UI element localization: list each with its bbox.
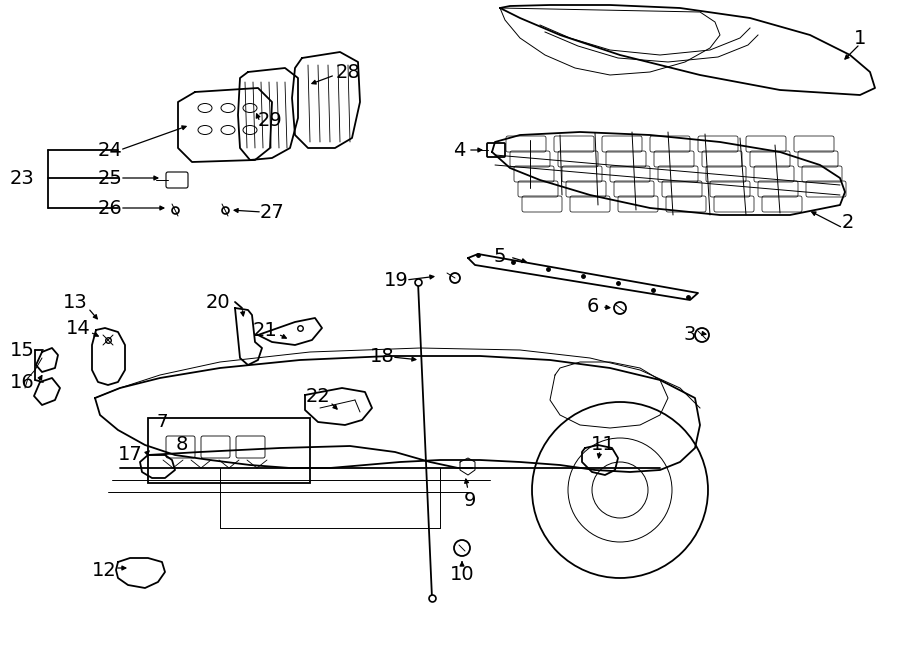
Text: 25: 25 (97, 169, 122, 188)
Text: 16: 16 (10, 373, 34, 391)
Text: 5: 5 (494, 247, 506, 266)
Text: 19: 19 (383, 270, 409, 290)
Text: 20: 20 (206, 293, 230, 311)
Text: 22: 22 (306, 387, 330, 407)
Text: 8: 8 (176, 436, 188, 455)
Text: 13: 13 (63, 293, 87, 311)
Text: 17: 17 (118, 446, 142, 465)
Text: 12: 12 (92, 561, 116, 580)
Text: 2: 2 (842, 212, 854, 231)
Text: 24: 24 (97, 141, 122, 159)
Text: 7: 7 (157, 413, 167, 431)
Text: 6: 6 (587, 297, 599, 317)
Text: 18: 18 (370, 348, 394, 366)
Text: 26: 26 (97, 198, 122, 217)
Text: 23: 23 (10, 169, 34, 188)
Text: 4: 4 (453, 141, 465, 159)
Text: 14: 14 (66, 319, 90, 338)
Text: 21: 21 (253, 321, 277, 340)
Text: 9: 9 (464, 490, 476, 510)
Text: 3: 3 (684, 325, 697, 344)
Text: 1: 1 (854, 28, 866, 48)
Text: 28: 28 (336, 63, 360, 81)
Text: 10: 10 (450, 564, 474, 584)
Text: 15: 15 (10, 340, 34, 360)
Text: 11: 11 (590, 434, 616, 453)
Bar (148, 418, 310, 483)
Text: 27: 27 (259, 202, 284, 221)
Text: 29: 29 (257, 110, 283, 130)
